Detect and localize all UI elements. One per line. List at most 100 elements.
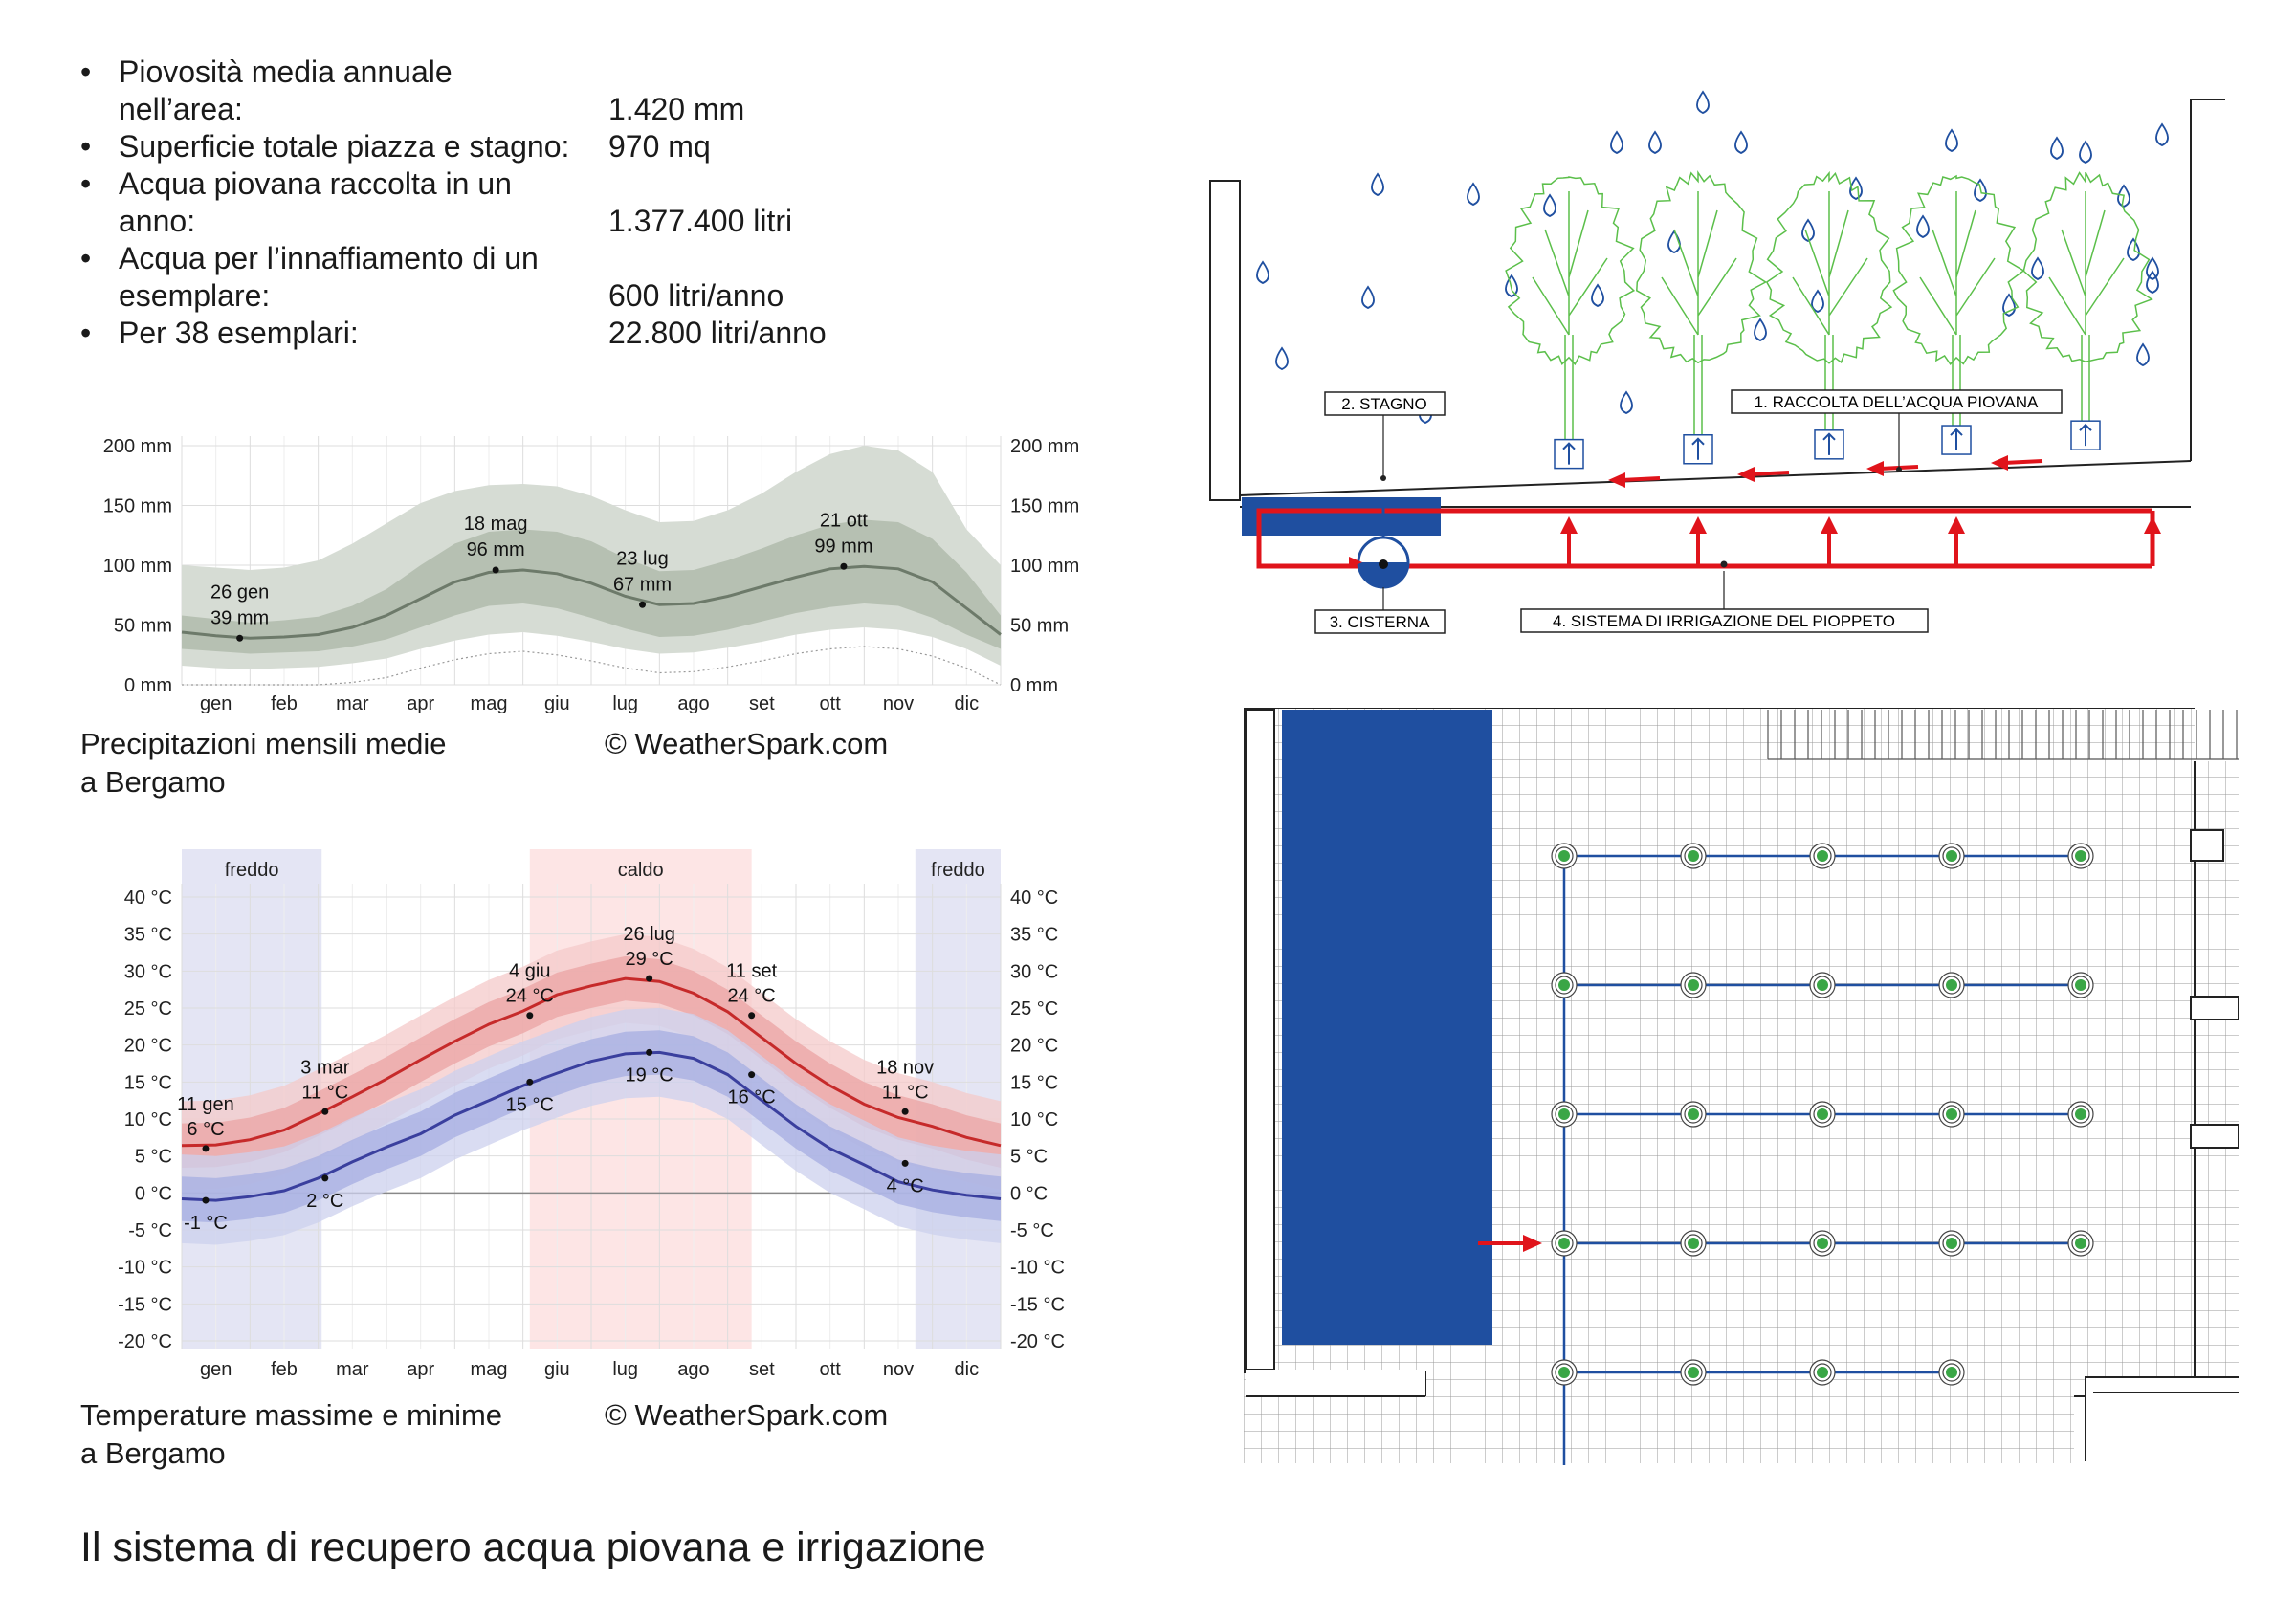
tree-marker [1688, 850, 1699, 862]
temp-annotation-value: 11 °C [301, 1082, 348, 1103]
stat-label: anno: [119, 204, 196, 238]
precip-min-dotted [182, 646, 1002, 686]
riser-arrow-head [1948, 516, 1965, 534]
flow-arrow [2003, 459, 2043, 465]
stat-bullet [80, 277, 119, 315]
season-region-label: freddo [931, 860, 985, 881]
temp-annotation-dot [202, 1196, 210, 1204]
flow-arrow [1750, 471, 1790, 476]
rain-drop [1945, 128, 1958, 152]
tree-pit-ring [1942, 1105, 1961, 1124]
stat-row: nell’area: 1.420 mm [80, 91, 865, 128]
tree-marker [1946, 1238, 1957, 1249]
rain-drop [1974, 178, 1987, 202]
temp-annotation-date: 11 set [726, 961, 777, 982]
stat-bullet: • [80, 316, 92, 350]
stat-bullet [80, 203, 119, 240]
x-tick-label: nov [883, 693, 914, 714]
rain-drop [2079, 140, 2092, 164]
y-tick-label-left: 0 mm [124, 675, 172, 696]
temp-annotation-dot [646, 975, 653, 982]
temp-annotation-dot [901, 1159, 909, 1167]
x-tick-label: feb [271, 1359, 298, 1380]
temp-annotation-date: 3 mar [300, 1057, 349, 1078]
label-cisterna: 3. CISTERNA [1330, 613, 1431, 631]
temp-annotation-value: 24 °C [728, 986, 776, 1007]
temp-annotation-date: 18 nov [876, 1057, 934, 1078]
temp-annotation-value: 19 °C [626, 1064, 673, 1086]
plan-notch-white [2087, 1379, 2239, 1391]
label-raccolta: 1. RACCOLTA DELL’ACQUA PIOVANA [1755, 393, 2039, 411]
precip-annotation-value: 96 mm [467, 539, 525, 560]
precipitation-caption-line1: Precipitazioni mensili medie [80, 727, 447, 760]
x-tick-label: mag [471, 1359, 508, 1380]
tree-trunk [1661, 191, 1737, 447]
tree-crown [2022, 171, 2153, 362]
tree-pit-ring [1684, 1234, 1703, 1253]
flow-arrow-head [1608, 472, 1625, 488]
precipitation-chart: 0 mm 0 mm 50 mm 50 mm 100 mm 100 mm 150 mm 150 … [103, 436, 1079, 714]
precip-annotation-dot [236, 634, 244, 642]
rain-drop [1801, 218, 1815, 242]
x-tick-label: nov [883, 1359, 914, 1380]
y-tick-label-right: -10 °C [1010, 1258, 1065, 1279]
precip-annotation-dot [840, 562, 848, 570]
rain-drop [2155, 122, 2169, 146]
rain-drop [2031, 256, 2044, 280]
cistern-water [1358, 562, 1408, 587]
label-irrigazione-dot [1720, 560, 1728, 568]
tree-marker [1688, 979, 1699, 991]
temp-annotation-value: 16 °C [728, 1087, 776, 1108]
y-tick-label-left: 20 °C [124, 1036, 172, 1057]
planter-arrow-icon [1691, 437, 1705, 460]
tree-pit-ring [2071, 1234, 2090, 1253]
rain-drop [2117, 184, 2130, 208]
y-tick-label-right: 50 mm [1010, 616, 1069, 637]
rainwater-section-diagram: 2. STAGNO 1. RACCOLTA DELL’ACQUA PIOVANA… [1209, 90, 2225, 634]
y-tick-label-left: 200 mm [103, 436, 172, 457]
x-tick-label: giu [544, 693, 570, 714]
stat-label: Acqua piovana raccolta in un [119, 166, 512, 201]
temp-annotation-dot [321, 1108, 329, 1115]
rain-drop [1610, 130, 1623, 154]
precipitation-copyright: © WeatherSpark.com [605, 727, 889, 760]
y-tick-label-left: 30 °C [124, 961, 172, 982]
tree-marker [1558, 979, 1570, 991]
poplar-tree [2022, 171, 2153, 450]
tree-marker [1688, 1367, 1699, 1378]
y-tick-label-right: 0 mm [1010, 675, 1058, 696]
temp-annotation-date: 4 giu [509, 961, 550, 982]
x-tick-label: dic [955, 693, 980, 714]
tree-pit-ring [2071, 976, 2090, 995]
rain-drop [2050, 136, 2064, 160]
x-tick-label: set [749, 693, 775, 714]
pond [1242, 497, 1441, 536]
tree-pit-ring [1813, 976, 1832, 995]
rain-drop [1916, 214, 1930, 238]
min-temp-inner-band [182, 1030, 1001, 1223]
tree-pit-ring [2071, 846, 2090, 866]
y-tick-label-right: 25 °C [1010, 998, 1058, 1020]
rain-drop [2127, 237, 2140, 261]
tree-marker [2075, 850, 2086, 862]
rain-drop [2146, 270, 2159, 294]
precip-annotation-date: 23 lug [616, 548, 669, 569]
temp-annotation-dot [526, 1012, 534, 1020]
stat-row: • Per 38 esemplari: 22.800 litri/anno [80, 315, 865, 352]
y-tick-label-right: 10 °C [1010, 1109, 1058, 1130]
y-tick-label-right: 35 °C [1010, 925, 1058, 946]
y-tick-label-left: 150 mm [103, 496, 172, 517]
poplar-tree [1636, 170, 1768, 465]
y-tick-label-left: -20 °C [118, 1331, 172, 1352]
y-tick-label-left: -15 °C [118, 1294, 172, 1315]
tree-pit-ring [1942, 846, 1961, 866]
rain-drop [1275, 346, 1289, 370]
x-tick-label: ago [677, 1359, 709, 1380]
irrigation-risers [1560, 516, 2161, 566]
stat-bullet: • [80, 129, 92, 164]
stat-label: esemplare: [119, 278, 271, 313]
flow-arrow-head [1737, 467, 1755, 482]
label-raccolta-dot [1896, 467, 1902, 472]
rain-drop [1591, 283, 1604, 307]
tree-marker [2075, 1238, 2086, 1249]
